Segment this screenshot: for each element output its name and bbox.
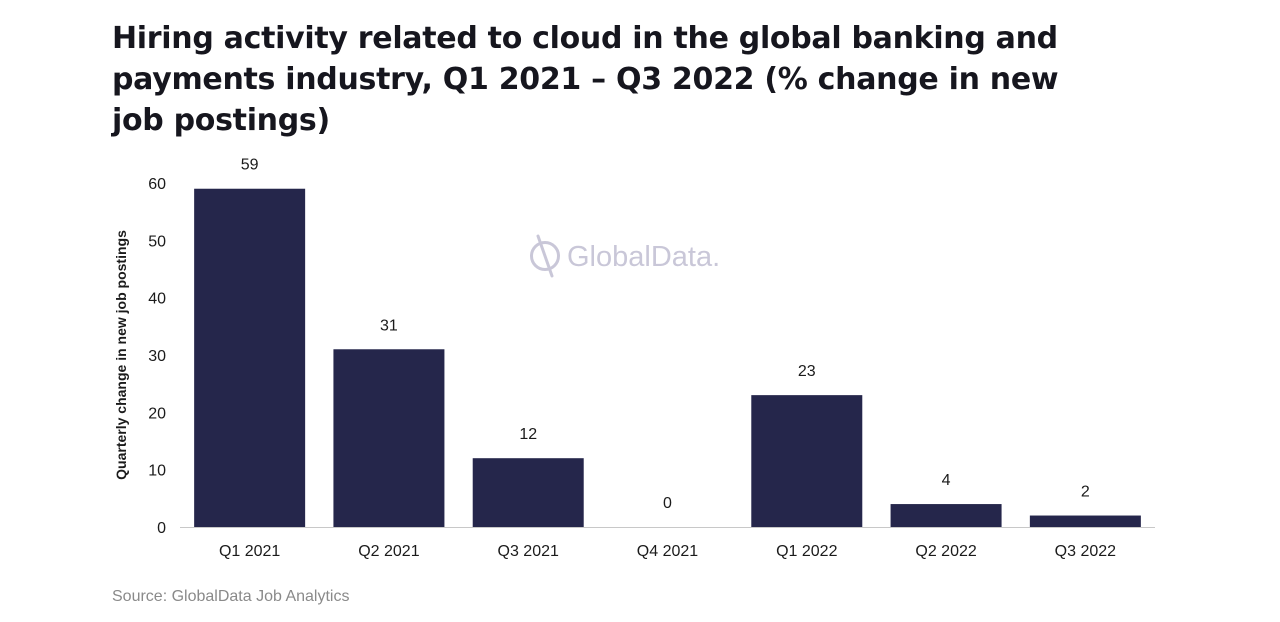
- chart-title: Hiring activity related to cloud in the …: [112, 21, 1059, 138]
- globaldata-logo-icon: [530, 234, 560, 278]
- x-axis-categories: Q1 2021 Q2 2021 Q3 2021 Q4 2021 Q1 2022 Q2 20…: [219, 543, 1116, 560]
- x-tick-label: Q2 2022: [915, 543, 976, 560]
- data-label: 0: [663, 495, 672, 512]
- watermark-text: GlobalData.: [567, 241, 720, 273]
- globaldata-watermark: GlobalData.: [530, 234, 720, 278]
- y-axis-label-group: Quarterly change in new job postings: [113, 230, 129, 480]
- y-axis-ticks: 0 10 20 30 40 50 60: [148, 176, 166, 537]
- y-tick-label: 30: [148, 348, 166, 365]
- bar-q2-2022: [890, 504, 1002, 527]
- bar-q1-2021: [194, 188, 306, 527]
- x-tick-label: Q1 2022: [776, 543, 837, 560]
- x-tick-label: Q2 2021: [358, 543, 419, 560]
- data-label: 2: [1081, 484, 1090, 501]
- bar-q3-2022: [1029, 515, 1141, 527]
- y-tick-label: 60: [148, 176, 166, 193]
- y-tick-label: 40: [148, 291, 166, 308]
- y-axis-label: Quarterly change in new job postings: [113, 230, 129, 480]
- data-label: 12: [519, 426, 537, 443]
- y-tick-label: 0: [157, 520, 166, 537]
- x-tick-label: Q3 2022: [1055, 543, 1116, 560]
- source-note: Source: GlobalData Job Analytics: [112, 588, 350, 605]
- bars: [194, 188, 1141, 527]
- y-tick-label: 50: [148, 233, 166, 250]
- bar-q3-2021: [472, 458, 584, 527]
- y-tick-label: 10: [148, 463, 166, 480]
- data-label: 23: [798, 363, 816, 380]
- bar-q1-2022: [751, 395, 863, 527]
- data-label: 31: [380, 317, 398, 334]
- bar-q2-2021: [333, 349, 445, 527]
- data-labels: 59 31 12 0 23 4 2: [241, 157, 1090, 512]
- x-tick-label: Q4 2021: [637, 543, 698, 560]
- y-tick-label: 20: [148, 405, 166, 422]
- data-label: 59: [241, 157, 259, 174]
- data-label: 4: [942, 472, 951, 489]
- x-tick-label: Q3 2021: [498, 543, 559, 560]
- x-tick-label: Q1 2021: [219, 543, 280, 560]
